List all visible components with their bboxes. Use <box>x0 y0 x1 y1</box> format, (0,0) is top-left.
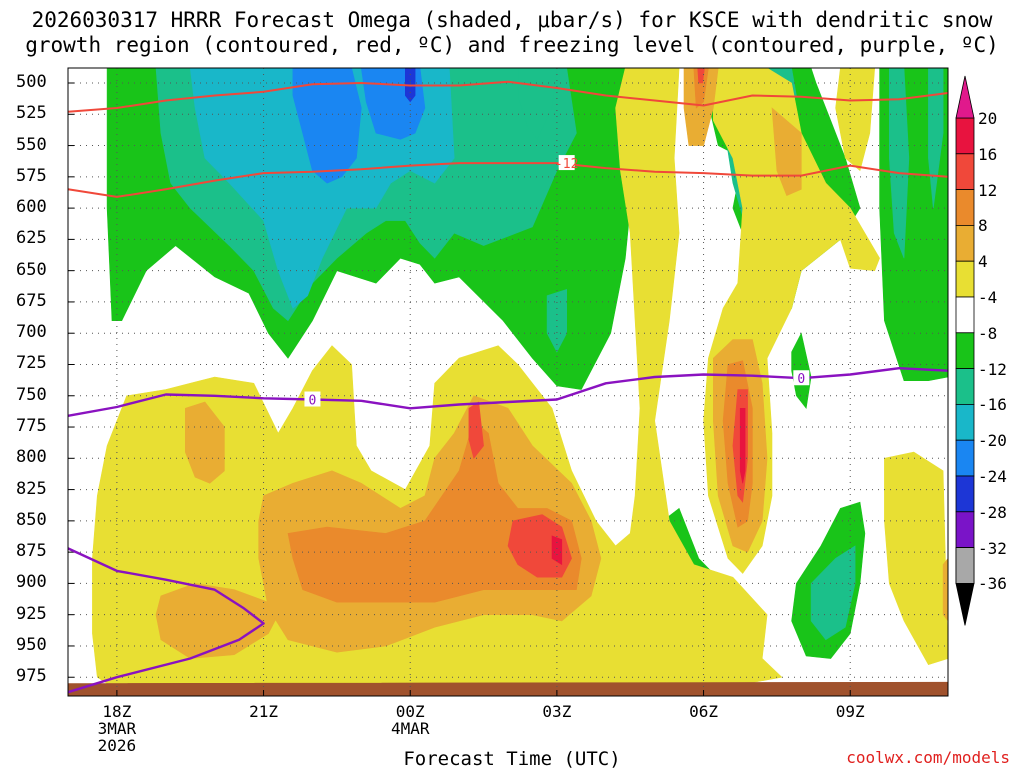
colorbar-label-4: 4 <box>978 252 988 272</box>
ytick-label-800: 800 <box>16 447 47 468</box>
ytick-label-900: 900 <box>16 572 47 593</box>
xtick-label-21Z: 21Z <box>249 702 278 721</box>
chart-title-line-1: 2026030317 HRRR Forecast Omega (shaded, … <box>31 8 993 32</box>
colorbar-label--28: -28 <box>978 502 1007 522</box>
ytick-label-575: 575 <box>16 165 47 186</box>
ytick-label-875: 875 <box>16 541 47 562</box>
omega-region-ground-41 <box>67 681 949 697</box>
colorbar-label--8: -8 <box>978 323 998 343</box>
colorbar-bin-16-20 <box>955 117 975 155</box>
freezing-level-label-1: 0 <box>304 391 321 409</box>
colorbar-label--20: -20 <box>978 431 1007 451</box>
plot-frame <box>67 67 949 697</box>
ytick-label-650: 650 <box>16 259 47 280</box>
colorbar-label--32: -32 <box>978 538 1007 558</box>
xtick-label-03Z: 03Z <box>542 702 572 721</box>
dgz-contour-label: -12 <box>555 155 578 172</box>
ytick-label-750: 750 <box>16 384 47 405</box>
omega-region-lorange-35 <box>771 107 802 196</box>
omega-region-red-30 <box>507 514 572 578</box>
colorbar-bin--16--12 <box>955 368 975 405</box>
xtick-label-06Z: 06Z <box>689 702 718 721</box>
ytick-label-825: 825 <box>16 478 47 499</box>
omega-region-lorange-26 <box>185 401 225 484</box>
freezing-level-label-2: 0 <box>793 370 810 387</box>
xtick-label-18Z: 18Z 3MAR 2026 <box>97 702 137 755</box>
colorbar-label--24: -24 <box>978 467 1007 486</box>
omega-region-orange-28 <box>287 420 582 603</box>
credit-link[interactable]: coolwx.com/models <box>846 748 1010 767</box>
colorbar-bin--28--24 <box>955 475 975 513</box>
svg-text:0: 0 <box>797 372 805 387</box>
xtick-label-00Z: 00Z 4MAR <box>390 702 430 738</box>
ytick-label-675: 675 <box>16 290 47 311</box>
colorbar-bin-8-12 <box>955 189 975 226</box>
omega-region-lorange-36 <box>942 557 949 622</box>
ytick-label-625: 625 <box>16 228 47 249</box>
colorbar-label-12: 12 <box>978 180 998 200</box>
ytick-label-550: 550 <box>16 134 47 155</box>
ytick-label-500: 500 <box>16 72 47 92</box>
ytick-label-950: 950 <box>16 634 47 655</box>
ytick-label-600: 600 <box>16 197 47 218</box>
omega-region-blue-3 <box>292 67 362 184</box>
omega-region-crimson-40 <box>739 407 746 484</box>
colorbar-label--36: -36 <box>978 574 1007 594</box>
colorbar-label-16: 16 <box>978 144 998 164</box>
colorbar-bin--4-4 <box>955 260 975 298</box>
chart-title-line-2: growth region (contoured, red, ºC) and f… <box>25 33 999 57</box>
ytick-label-775: 775 <box>16 416 47 437</box>
x-axis-label: Forecast Time (UTC) <box>403 748 621 770</box>
svg-text:0: 0 <box>309 394 317 409</box>
colorbar-under-arrow <box>955 583 975 626</box>
colorbar-label-8: 8 <box>978 216 988 236</box>
omega-region-yellow-24 <box>884 451 949 666</box>
colorbar-label--12: -12 <box>978 359 1007 379</box>
ytick-label-525: 525 <box>16 103 47 124</box>
dgz-contour-lower <box>67 162 949 198</box>
ytick-label-725: 725 <box>16 353 47 374</box>
colorbar-bin--20--16 <box>955 403 975 441</box>
xtick-label-09Z: 09Z <box>835 702 865 721</box>
ytick-label-975: 975 <box>16 666 47 687</box>
colorbar-over-arrow <box>955 75 975 119</box>
ytick-label-850: 850 <box>16 509 47 530</box>
colorbar-bin--12--8 <box>955 332 975 369</box>
colorbar-bin-4-8 <box>955 224 975 262</box>
colorbar-label-20: 20 <box>978 109 998 128</box>
colorbar-bin-12-16 <box>955 153 975 191</box>
dgz-contour-upper <box>67 80 949 113</box>
omega-region-lorange-25 <box>155 583 279 659</box>
omega-region-teal-20 <box>810 545 856 641</box>
colorbar-bin--32--28 <box>955 511 975 548</box>
freezing-level-low-contour <box>67 547 265 694</box>
colorbar-bin--8--4 <box>955 296 975 334</box>
omega-region-crimson-31 <box>551 535 563 566</box>
ytick-label-925: 925 <box>16 603 47 624</box>
colorbar-label--16: -16 <box>978 395 1007 415</box>
colorbar-bin-gray <box>955 547 975 584</box>
colorbar-label--4: -4 <box>978 288 998 307</box>
svg-text:-12: -12 <box>555 157 578 172</box>
ytick-label-700: 700 <box>16 322 47 343</box>
colorbar-bin--24--20 <box>955 439 975 477</box>
